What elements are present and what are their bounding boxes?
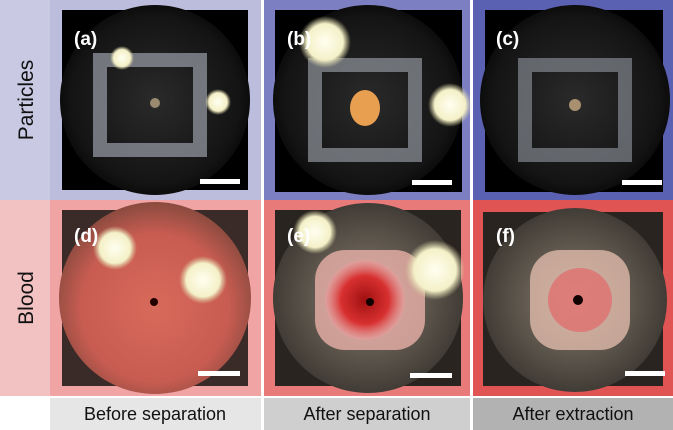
panel-label: (e) — [287, 226, 310, 247]
row-label: Blood — [15, 271, 38, 325]
panel-label: (a) — [74, 29, 97, 50]
panel-label: (c) — [496, 29, 519, 50]
figure: (a) (b) (c) (d) (e) (f) Particles Blood … — [0, 0, 673, 430]
panel-label: (b) — [287, 29, 311, 50]
panel-label: (d) — [74, 226, 98, 247]
column-label: After extraction — [512, 404, 633, 424]
panel-label: (f) — [496, 226, 515, 247]
column-label: After separation — [303, 404, 430, 424]
row-label: Particles — [15, 60, 38, 141]
column-label: Before separation — [84, 404, 226, 424]
